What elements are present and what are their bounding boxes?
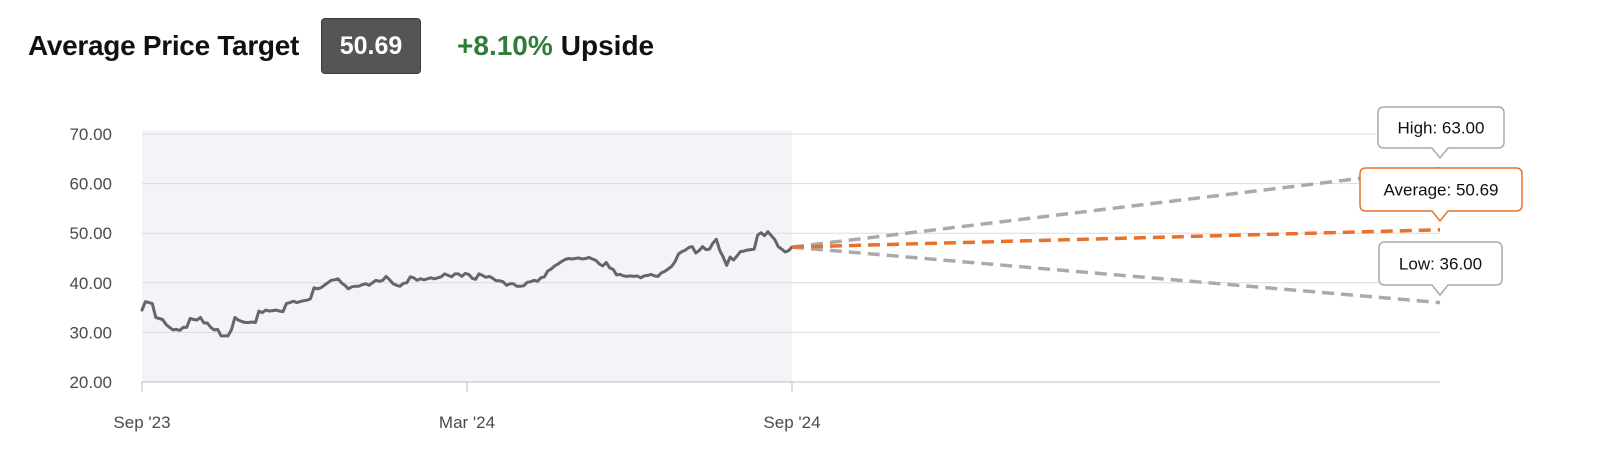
x-tick-label: Mar '24 <box>439 413 495 432</box>
y-tick-label: 50.00 <box>69 224 112 243</box>
tooltip-label: High: 63.00 <box>1398 119 1485 138</box>
low-target-tooltip: Low: 36.00 <box>1378 241 1503 297</box>
page-title: Average Price Target <box>28 30 300 61</box>
y-tick-label: 70.00 <box>69 125 112 144</box>
x-tick-label: Sep '24 <box>763 413 820 432</box>
y-tick-label: 60.00 <box>69 175 112 194</box>
tooltip-box <box>1377 106 1505 160</box>
upside-label: Upside <box>560 30 655 61</box>
price-target-badge: 50.69 <box>321 18 422 74</box>
y-tick-label: 30.00 <box>69 323 112 342</box>
average-target-line <box>791 228 1441 249</box>
tooltip-label: Low: 36.00 <box>1399 255 1482 274</box>
tooltip-label: Average: 50.69 <box>1384 181 1499 200</box>
x-tick-label: Sep '23 <box>113 413 170 432</box>
history-background <box>142 130 792 382</box>
high-target-tooltip: High: 63.00 <box>1377 106 1505 160</box>
upside-percent: +8.10% <box>457 30 553 61</box>
price-history-line <box>140 230 794 338</box>
tooltip-box <box>1378 241 1503 297</box>
high-target-line <box>791 166 1441 249</box>
upside-summary: +8.10% Upside <box>457 30 654 62</box>
y-tick-label: 40.00 <box>69 274 112 293</box>
price-target-header: Average Price Target 50.69 +8.10% Upside <box>28 17 654 75</box>
average-target-tooltip: Average: 50.69 <box>1359 167 1523 223</box>
y-tick-label: 20.00 <box>69 373 112 392</box>
tooltip-box <box>1359 167 1523 223</box>
low-target-line <box>791 245 1441 305</box>
